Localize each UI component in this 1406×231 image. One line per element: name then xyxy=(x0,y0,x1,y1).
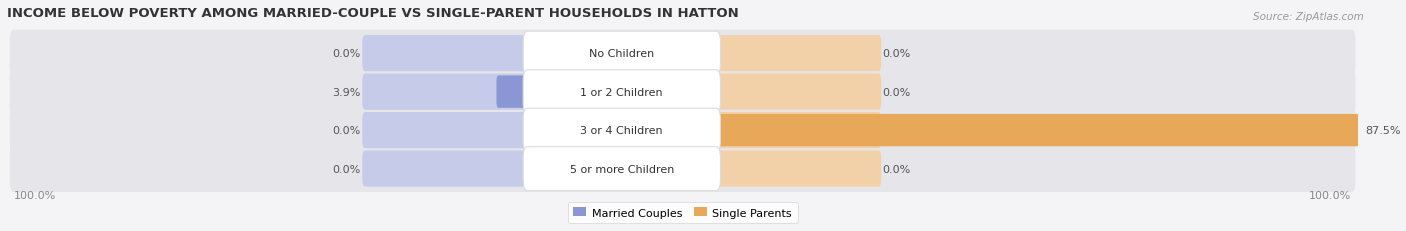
FancyBboxPatch shape xyxy=(714,114,1362,147)
Text: 0.0%: 0.0% xyxy=(333,164,361,174)
Text: 0.0%: 0.0% xyxy=(883,164,911,174)
FancyBboxPatch shape xyxy=(523,70,720,114)
FancyBboxPatch shape xyxy=(714,151,882,187)
Text: 100.0%: 100.0% xyxy=(14,190,56,200)
FancyBboxPatch shape xyxy=(714,36,882,72)
Text: 0.0%: 0.0% xyxy=(333,126,361,136)
Text: 1 or 2 Children: 1 or 2 Children xyxy=(581,87,664,97)
FancyBboxPatch shape xyxy=(363,151,530,187)
FancyBboxPatch shape xyxy=(714,112,882,149)
Text: 0.0%: 0.0% xyxy=(883,87,911,97)
FancyBboxPatch shape xyxy=(363,112,530,149)
FancyBboxPatch shape xyxy=(523,32,720,76)
Text: 0.0%: 0.0% xyxy=(333,49,361,59)
Text: 3.9%: 3.9% xyxy=(333,87,361,97)
Text: 100.0%: 100.0% xyxy=(1309,190,1351,200)
FancyBboxPatch shape xyxy=(10,146,1355,192)
Text: No Children: No Children xyxy=(589,49,654,59)
Text: INCOME BELOW POVERTY AMONG MARRIED-COUPLE VS SINGLE-PARENT HOUSEHOLDS IN HATTON: INCOME BELOW POVERTY AMONG MARRIED-COUPL… xyxy=(7,7,738,20)
Legend: Married Couples, Single Parents: Married Couples, Single Parents xyxy=(568,202,797,223)
Text: 5 or more Children: 5 or more Children xyxy=(569,164,673,174)
FancyBboxPatch shape xyxy=(363,74,530,110)
FancyBboxPatch shape xyxy=(10,30,1355,77)
FancyBboxPatch shape xyxy=(363,36,530,72)
Text: 87.5%: 87.5% xyxy=(1365,126,1400,136)
Text: Source: ZipAtlas.com: Source: ZipAtlas.com xyxy=(1253,12,1364,21)
FancyBboxPatch shape xyxy=(714,74,882,110)
Text: 0.0%: 0.0% xyxy=(883,49,911,59)
FancyBboxPatch shape xyxy=(10,69,1355,116)
FancyBboxPatch shape xyxy=(523,109,720,152)
Text: 3 or 4 Children: 3 or 4 Children xyxy=(581,126,664,136)
FancyBboxPatch shape xyxy=(523,147,720,191)
FancyBboxPatch shape xyxy=(10,107,1355,154)
FancyBboxPatch shape xyxy=(496,76,529,108)
